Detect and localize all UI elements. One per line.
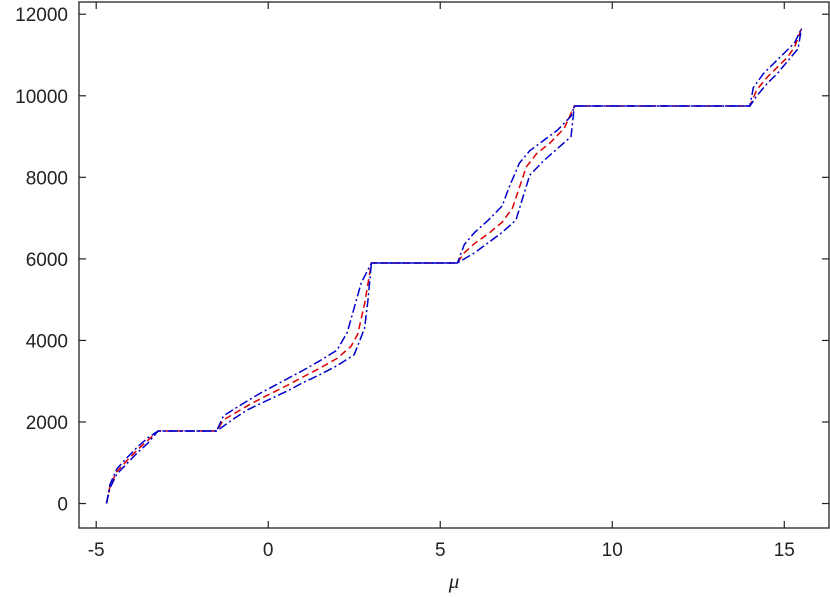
y-tick-label: 6000 — [26, 250, 68, 271]
x-tick-label: 15 — [774, 540, 795, 561]
x-tick-label: 10 — [602, 540, 623, 561]
y-tick-label: 4000 — [26, 331, 68, 352]
x-tick-label: -5 — [88, 540, 105, 561]
tick-layer: -5 0 5 10 15 0 2000 4000 6000 8000 10000 12000 — [15, 2, 829, 561]
y-tick-label: 2000 — [26, 413, 68, 434]
plot-frame — [78, 1, 830, 529]
y-tick-label: 12000 — [15, 5, 68, 26]
y-tick-label: 10000 — [15, 87, 68, 108]
y-tick-label: 8000 — [26, 168, 68, 189]
x-axis-label: μ — [448, 569, 460, 593]
series-line-1 — [105, 28, 803, 504]
y-tick-label: 0 — [57, 495, 68, 516]
x-tick-label: 5 — [435, 540, 446, 561]
x-tick-label: 0 — [263, 540, 274, 561]
series-line-2 — [105, 28, 803, 504]
series-layer — [105, 28, 803, 504]
series-line-3 — [105, 28, 803, 504]
